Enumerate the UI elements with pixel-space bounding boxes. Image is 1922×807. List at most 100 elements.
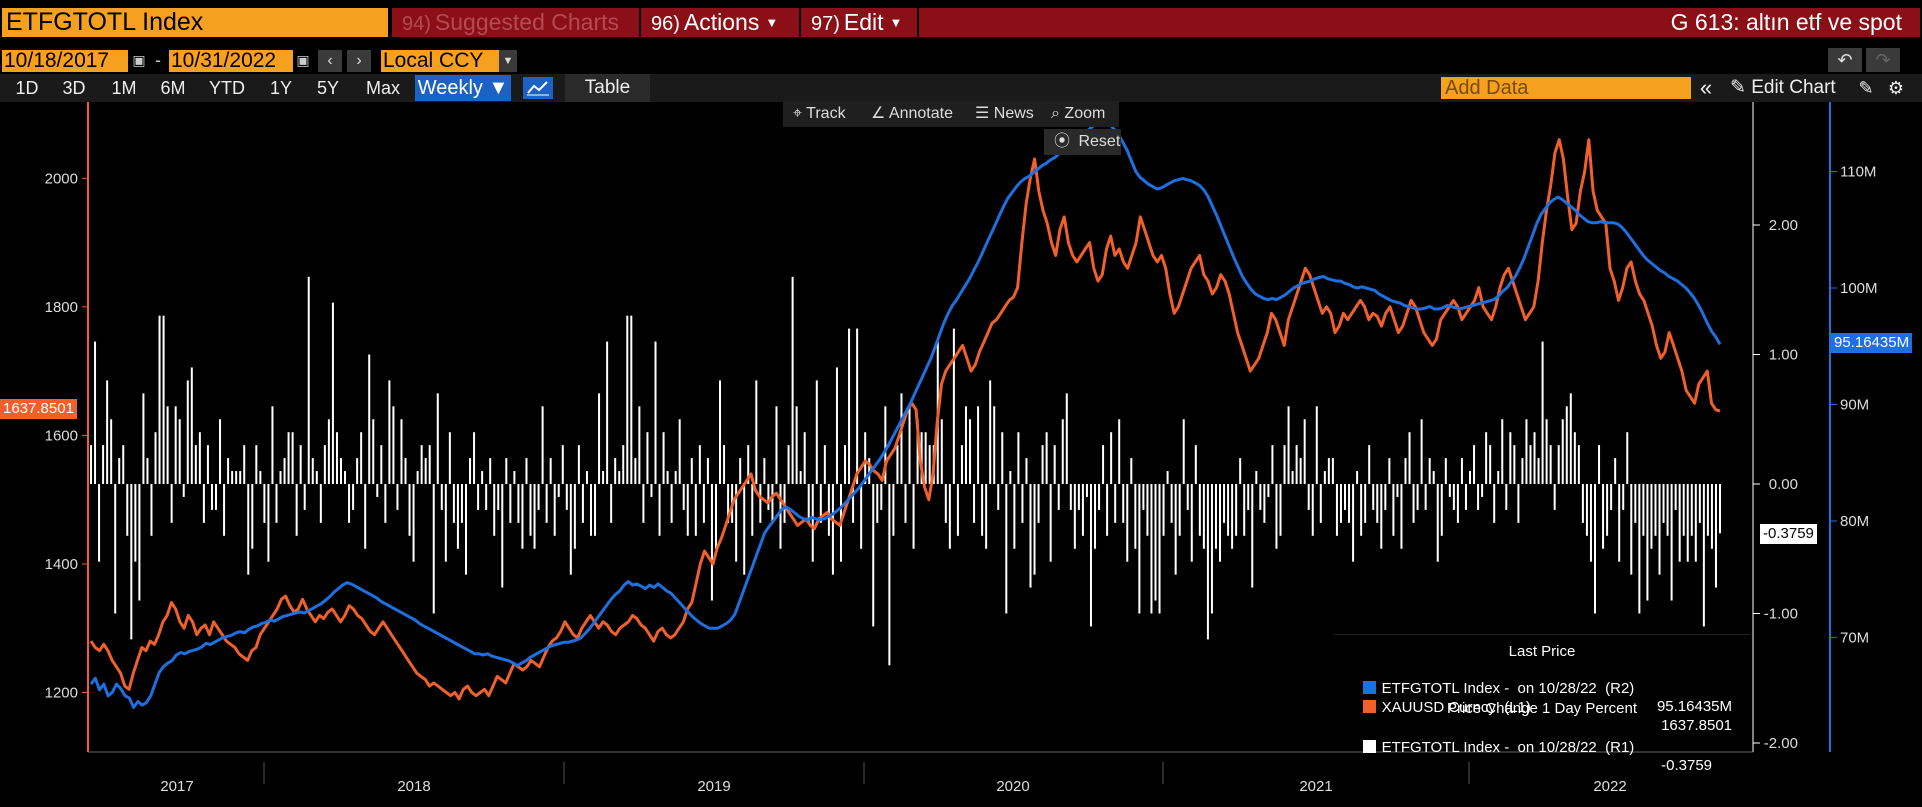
menu-divider: [799, 8, 801, 37]
change-bar: [190, 367, 193, 484]
change-bar: [1069, 484, 1072, 510]
change-bar: [319, 484, 322, 523]
change-bar: [1420, 419, 1423, 484]
change-bar: [799, 471, 802, 484]
currency-select[interactable]: Local CCY: [381, 50, 499, 72]
change-bar: [529, 484, 532, 536]
timeframe-1m[interactable]: 1M: [111, 78, 137, 98]
change-bar: [412, 484, 415, 562]
change-bar: [940, 419, 943, 484]
next-period-button[interactable]: ›: [347, 50, 371, 72]
suggested-charts-menu[interactable]: 94) Suggested Charts: [392, 8, 635, 37]
change-bar: [469, 458, 472, 484]
price-chart[interactable]: 1200 1400 1600 1800 2000 2.00 1.00 0.00 -1.00 -2.…: [0, 102, 1922, 807]
annotate-tool[interactable]: ∠ Annotate: [871, 101, 953, 127]
legend-item-change[interactable]: ETFGTOTL Index - on 10/28/22 (R1) -0.375…: [1346, 721, 1742, 774]
end-date-input[interactable]: 10/31/2022: [169, 50, 293, 72]
change-bar: [428, 445, 431, 484]
calendar-icon[interactable]: ▣: [296, 52, 310, 68]
change-bar: [251, 484, 254, 549]
edit-chart-button[interactable]: ✎ Edit Chart: [1730, 74, 1836, 102]
zoom-tool[interactable]: ⌕ Zoom: [1051, 101, 1105, 127]
timeframe-max[interactable]: Max: [365, 78, 400, 98]
news-tool[interactable]: ☰ News: [975, 101, 1034, 127]
change-bar: [719, 380, 722, 484]
change-bar: [1106, 484, 1109, 536]
change-bar: [602, 471, 605, 484]
change-bar: [1005, 484, 1008, 614]
ticker-field[interactable]: ETFGTOTL Index: [2, 8, 388, 37]
gear-icon[interactable]: ⚙: [1887, 78, 1905, 98]
line-chart-icon[interactable]: [523, 77, 553, 99]
legend-header-last-price: Last Price: [1508, 643, 1576, 660]
redo-button[interactable]: ↷: [1866, 48, 1900, 72]
change-bar: [670, 484, 673, 523]
change-bar: [1202, 484, 1205, 549]
change-bar: [1674, 484, 1677, 510]
legend-label: XAUUSD Curncy (L1): [1381, 699, 1531, 716]
timeframe-3d[interactable]: 3D: [62, 78, 86, 98]
change-bar: [146, 458, 149, 484]
legend-header-change: Price Change 1 Day Percent: [1446, 700, 1638, 717]
legend-item-etf[interactable]: ETFGTOTL Index - on 10/28/22 (R2) 95.164…: [1346, 662, 1742, 715]
change-bar: [259, 471, 262, 484]
change-bar: [815, 380, 818, 484]
change-bar: [1214, 484, 1217, 549]
change-bar: [553, 484, 556, 536]
change-bar: [916, 419, 919, 484]
change-bar: [549, 458, 552, 484]
change-bar: [888, 484, 891, 666]
actions-menu[interactable]: 96) Actions ▼: [641, 8, 801, 37]
change-bar: [589, 484, 592, 536]
change-bar: [642, 484, 645, 523]
change-bar: [263, 484, 266, 523]
change-bar: [1259, 484, 1262, 510]
undo-button[interactable]: ↶: [1828, 48, 1862, 72]
change-bar: [210, 484, 213, 510]
change-bar: [1594, 484, 1597, 614]
menu-number: 94): [402, 13, 431, 35]
change-bar: [1315, 406, 1318, 484]
calendar-icon[interactable]: ▣: [132, 52, 146, 68]
change-bar: [1698, 484, 1701, 523]
change-bar: [928, 445, 931, 484]
caret-down-icon[interactable]: ▼: [499, 50, 517, 72]
period-select[interactable]: Weekly ▼: [415, 75, 511, 101]
legend-item-gold[interactable]: XAUUSD Curncy (L1) 1637.8501: [1346, 681, 1742, 734]
change-bar: [1469, 471, 1472, 484]
caret-down-icon: ▼: [765, 15, 779, 30]
table-button[interactable]: Table: [565, 74, 650, 102]
change-bar: [844, 445, 847, 484]
left-tick-label: 1200: [45, 685, 78, 702]
change-bar: [1158, 484, 1161, 614]
reset-zoom-button[interactable]: ⦿ Reset: [1044, 129, 1121, 155]
timeframe-1y[interactable]: 1Y: [269, 78, 293, 98]
edit-menu[interactable]: 97) Edit ▼: [801, 8, 919, 37]
change-bar: [364, 484, 367, 549]
change-bar: [1473, 445, 1476, 484]
start-date-input[interactable]: 10/18/2017: [2, 50, 128, 72]
change-bar: [1573, 432, 1576, 484]
change-bar: [1517, 484, 1520, 523]
change-bar: [1569, 393, 1572, 484]
timeframe-5y[interactable]: 5Y: [316, 78, 340, 98]
change-bar: [989, 380, 992, 484]
timeframe-1d[interactable]: 1D: [15, 78, 39, 98]
track-tool[interactable]: ⌖ Track: [793, 101, 846, 127]
change-bar: [1436, 484, 1439, 562]
gold-swatch: [1362, 700, 1376, 713]
legend-label: ETFGTOTL Index - on 10/28/22 (R1): [1381, 739, 1635, 756]
change-bar: [1275, 484, 1278, 549]
change-bar: [1194, 445, 1197, 484]
change-bar: [110, 419, 113, 484]
change-bar: [698, 445, 701, 484]
menu-bar: [392, 8, 1920, 37]
prev-period-button[interactable]: ‹: [318, 50, 342, 72]
edit-icon[interactable]: ✎: [1858, 78, 1874, 98]
collapse-icon[interactable]: «: [1699, 75, 1713, 100]
left-tick-label: 1800: [45, 299, 78, 316]
add-data-input[interactable]: Add Data: [1441, 77, 1691, 99]
timeframe-ytd[interactable]: YTD: [209, 78, 245, 98]
magnifier-icon: ⌕: [1051, 105, 1060, 122]
timeframe-6m[interactable]: 6M: [160, 78, 186, 98]
